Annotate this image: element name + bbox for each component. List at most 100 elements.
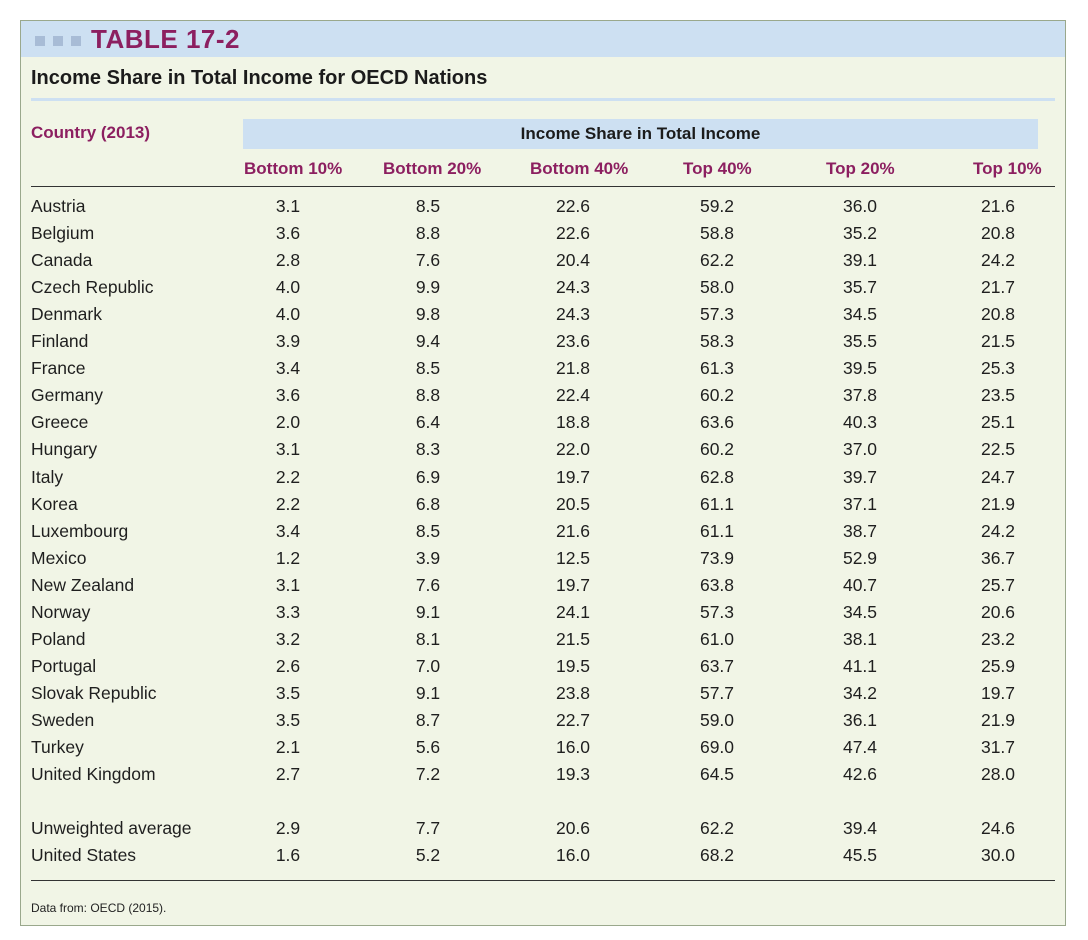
- income-share-value: 69.0: [699, 737, 735, 757]
- column-header-bottom-40: Bottom 40%: [530, 159, 629, 178]
- income-share-value: 31.7: [980, 737, 1016, 757]
- income-share-value: 16.0: [555, 845, 591, 865]
- table-row: Slovak Republic 3.5 9.1 23.8 57.7 34.2 19.7: [21, 680, 1065, 707]
- income-share-value: 20.8: [980, 223, 1016, 244]
- country-name: United Kingdom: [31, 764, 156, 785]
- income-share-value: 24.6: [980, 818, 1016, 838]
- income-share-value: 2.1: [275, 737, 301, 757]
- square-icon: [53, 36, 63, 46]
- income-share-value: 21.8: [555, 358, 591, 379]
- income-share-value: 9.9: [415, 277, 441, 298]
- income-share-value: 3.6: [275, 385, 301, 406]
- income-share-value: 23.8: [555, 682, 591, 703]
- table-row: Korea 2.2 6.8 20.5 61.1 37.1 21.9: [21, 491, 1065, 518]
- income-share-value: 4.0: [275, 304, 301, 325]
- country-name: Czech Republic: [31, 277, 154, 298]
- income-share-value: 3.1: [275, 439, 301, 460]
- income-share-value: 8.1: [415, 628, 441, 649]
- income-share-value: 24.1: [555, 601, 591, 622]
- income-share-value: 61.0: [699, 628, 735, 649]
- table-row: Canada 2.8 7.6 20.4 62.2 39.1 24.2: [21, 247, 1065, 274]
- country-name: France: [31, 358, 86, 379]
- income-share-value: 3.9: [275, 331, 301, 352]
- income-share-value: 24.3: [555, 304, 591, 325]
- income-share-value: 5.2: [415, 845, 441, 865]
- income-share-value: 21.9: [980, 709, 1016, 730]
- income-share-value: 7.7: [415, 818, 441, 838]
- income-share-value: 28.0: [980, 764, 1016, 785]
- table-row: New Zealand 3.1 7.6 19.7 63.8 40.7 25.7: [21, 572, 1065, 599]
- income-share-value: 3.5: [275, 682, 301, 703]
- table-row: United Kingdom 2.7 7.2 19.3 64.5 42.6 28.0: [21, 761, 1065, 788]
- country-column-header: Country (2013): [31, 123, 151, 142]
- income-share-value: 64.5: [699, 764, 735, 785]
- income-share-value: 3.4: [275, 358, 301, 379]
- income-share-value: 60.2: [699, 385, 735, 406]
- income-share-value: 47.4: [842, 737, 878, 757]
- income-share-value: 39.4: [842, 818, 878, 838]
- income-share-value: 20.6: [980, 601, 1016, 622]
- table-row: Denmark 4.0 9.8 24.3 57.3 34.5 20.8: [21, 301, 1065, 328]
- income-share-value: 9.8: [415, 304, 441, 325]
- income-share-value: 22.6: [555, 196, 591, 216]
- table-row: Turkey 2.1 5.6 16.0 69.0 47.4 31.7: [21, 734, 1065, 761]
- income-share-value: 60.2: [699, 439, 735, 460]
- table-banner: TABLE 17-2: [21, 21, 1065, 57]
- income-share-value: 62.2: [699, 250, 735, 271]
- income-share-value: 19.3: [555, 764, 591, 785]
- income-share-value: 61.1: [699, 493, 735, 514]
- income-share-value: 25.9: [980, 655, 1016, 676]
- income-share-value: 36.7: [980, 547, 1016, 568]
- country-name: Denmark: [31, 304, 102, 325]
- table-row: Luxembourg 3.4 8.5 21.6 61.1 38.7 24.2: [21, 518, 1065, 545]
- table-panel: TABLE 17-2 Income Share in Total Income …: [20, 20, 1066, 926]
- title-divider: [31, 98, 1055, 101]
- table-number: TABLE 17-2: [91, 24, 240, 54]
- square-icon: [35, 36, 45, 46]
- income-share-value: 8.3: [415, 439, 441, 460]
- income-share-value: 6.4: [415, 412, 441, 433]
- income-share-value: 23.5: [980, 385, 1016, 406]
- income-share-value: 37.1: [842, 493, 878, 514]
- income-share-value: 20.4: [555, 250, 591, 271]
- income-share-value: 30.0: [980, 845, 1016, 865]
- income-share-value: 21.5: [980, 331, 1016, 352]
- table-row: Poland 3.2 8.1 21.5 61.0 38.1 23.2: [21, 626, 1065, 653]
- income-share-value: 19.5: [555, 655, 591, 676]
- income-share-value: 39.1: [842, 250, 878, 271]
- table-row: Czech Republic 4.0 9.9 24.3 58.0 35.7 21.7: [21, 274, 1065, 301]
- income-share-value: 8.7: [415, 709, 441, 730]
- country-name: New Zealand: [31, 574, 135, 595]
- income-share-value: 9.1: [415, 601, 441, 622]
- income-share-value: 63.8: [699, 574, 735, 595]
- table-row: Finland 3.9 9.4 23.6 58.3 35.5 21.5: [21, 328, 1065, 355]
- income-share-value: 35.2: [842, 223, 878, 244]
- income-share-value: 2.9: [275, 818, 301, 838]
- country-name: Mexico: [31, 547, 87, 568]
- income-share-value: 35.5: [842, 331, 878, 352]
- income-share-value: 59.2: [699, 196, 735, 216]
- income-share-value: 22.6: [555, 223, 591, 244]
- income-share-value: 58.8: [699, 223, 735, 244]
- income-share-value: 21.9: [980, 493, 1016, 514]
- income-share-value: 8.5: [415, 196, 441, 216]
- income-share-value: 38.7: [842, 520, 878, 541]
- income-share-value: 24.2: [980, 250, 1016, 271]
- header-divider: [31, 186, 1055, 187]
- country-name: Germany: [31, 385, 103, 406]
- column-header-top-10: Top 10%: [973, 159, 1042, 178]
- income-share-value: 61.1: [699, 520, 735, 541]
- income-share-value: 19.7: [980, 682, 1016, 703]
- income-share-value: 2.0: [275, 412, 301, 433]
- country-name: Unweighted average: [31, 818, 192, 838]
- table-row: Germany 3.6 8.8 22.4 60.2 37.8 23.5: [21, 382, 1065, 409]
- country-name: Finland: [31, 331, 89, 352]
- income-share-value: 62.2: [699, 818, 735, 838]
- table-title: Income Share in Total Income for OECD Na…: [31, 67, 488, 89]
- square-icon: [71, 36, 81, 46]
- income-share-value: 9.4: [415, 331, 441, 352]
- income-share-value: 25.1: [980, 412, 1016, 433]
- country-name: Italy: [31, 466, 64, 487]
- income-share-value: 2.8: [275, 250, 301, 271]
- country-name: Turkey: [31, 737, 84, 757]
